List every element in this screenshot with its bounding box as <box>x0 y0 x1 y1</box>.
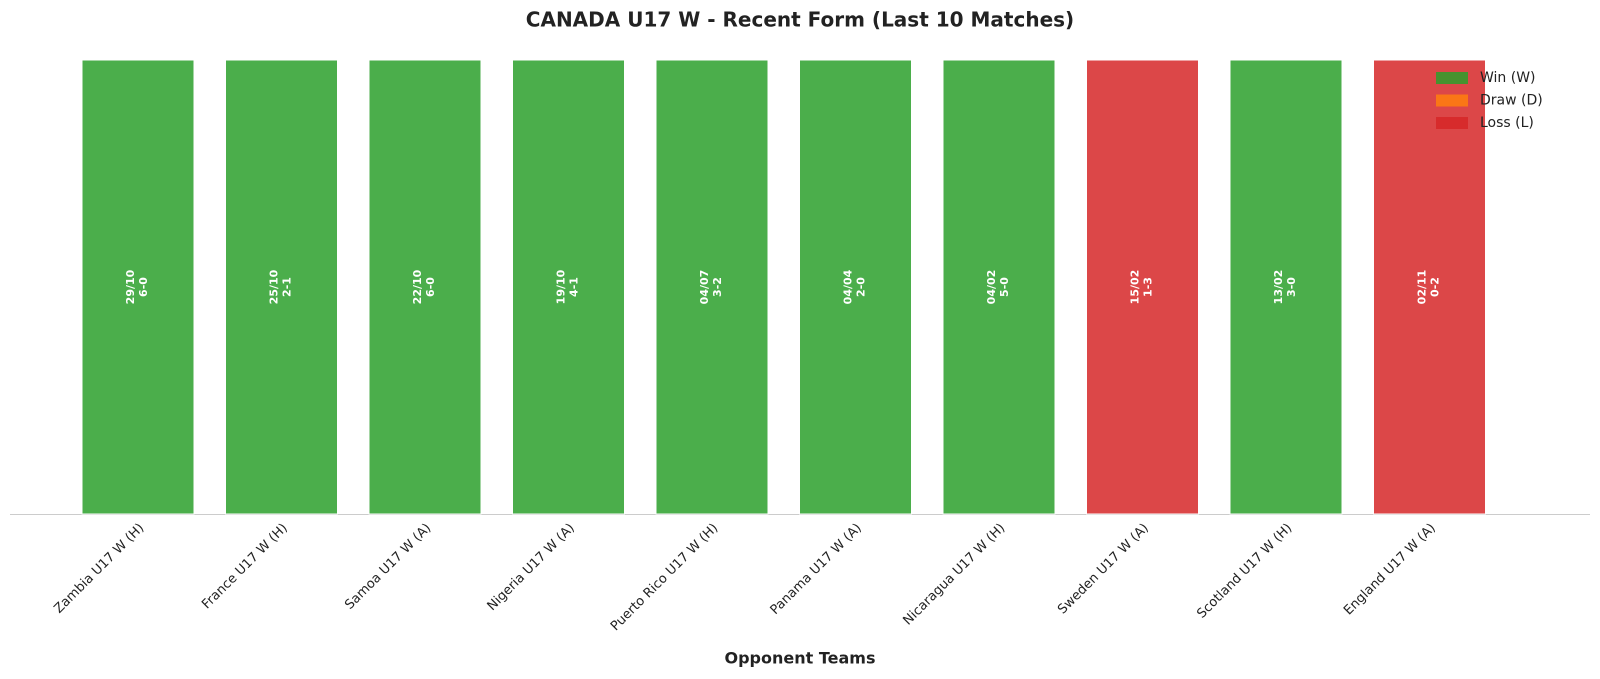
legend-label: Loss (L) <box>1480 115 1534 131</box>
bar <box>1373 59 1486 515</box>
x-tick-label: Samoa U17 W (A) <box>342 521 434 613</box>
bar <box>225 59 338 515</box>
bar-date-label: 04/02 <box>985 270 998 305</box>
bar-date-label: 29/10 <box>124 269 137 304</box>
legend-label: Win (W) <box>1480 70 1536 86</box>
x-axis-label: Opponent Teams <box>725 649 876 668</box>
x-tick-label: Scotland U17 W (H) <box>1194 521 1295 622</box>
bar <box>942 59 1056 515</box>
bar <box>512 59 625 515</box>
bar-date-label: 22/10 <box>411 269 424 304</box>
x-tick-label: Nigeria U17 W (A) <box>485 521 578 614</box>
bar-date-label: 04/07 <box>698 270 711 305</box>
bar <box>1229 59 1343 515</box>
x-tick-label: Puerto Rico U17 W (H) <box>608 521 721 634</box>
bar <box>81 59 195 515</box>
legend-label: Draw (D) <box>1480 93 1543 109</box>
x-tick-label: Panama U17 W (A) <box>768 521 865 618</box>
bar-score-label: 5-0 <box>998 277 1011 297</box>
x-tick-label: England U17 W (A) <box>1341 521 1439 619</box>
bar-date-label: 02/11 <box>1416 270 1429 305</box>
x-tick-label: France U17 W (H) <box>199 521 291 613</box>
bar <box>799 59 912 515</box>
bar-date-label: 19/10 <box>555 269 568 304</box>
bar-date-label: 04/04 <box>842 269 855 304</box>
legend-swatch <box>1436 117 1468 129</box>
x-tick-label: Sweden U17 W (A) <box>1055 521 1152 618</box>
bar-score-label: 0-2 <box>1429 277 1442 297</box>
bar-score-label: 2-0 <box>855 277 868 297</box>
legend-swatch <box>1436 72 1468 84</box>
bar <box>1086 59 1199 515</box>
legend-swatch <box>1436 94 1468 107</box>
x-tick-label: Zambia U17 W (H) <box>51 521 147 617</box>
x-tick-label: Nicaragua U17 W (H) <box>901 521 1009 629</box>
bar-score-label: 3-2 <box>711 277 724 297</box>
bar <box>655 59 769 515</box>
bar-date-label: 15/02 <box>1129 270 1142 305</box>
bar-score-label: 6-0 <box>424 277 437 297</box>
chart-title: CANADA U17 W - Recent Form (Last 10 Matc… <box>526 8 1074 32</box>
bar-score-label: 6-0 <box>137 277 150 297</box>
bar-score-label: 4-1 <box>568 277 581 297</box>
bar-score-label: 1-3 <box>1142 277 1155 297</box>
bar-score-label: 2-1 <box>281 277 294 297</box>
bar <box>368 59 482 515</box>
bar-date-label: 25/10 <box>268 269 281 304</box>
bar-date-label: 13/02 <box>1272 270 1285 305</box>
bar-score-label: 3-0 <box>1285 277 1298 297</box>
